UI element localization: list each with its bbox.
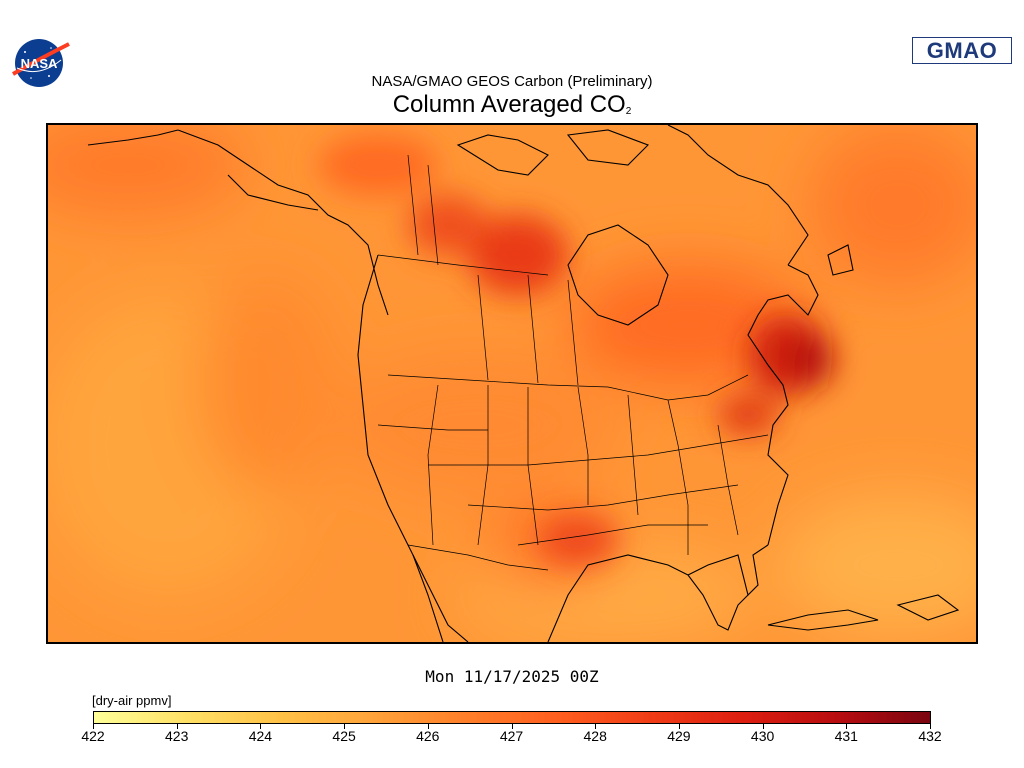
colorbar-tick-label: 431 xyxy=(834,728,858,744)
colorbar-tick xyxy=(427,724,429,729)
colorbar-tick xyxy=(678,724,680,729)
coastlines xyxy=(87,125,960,642)
colorbar-tick xyxy=(511,724,513,729)
nasa-logo: NASA xyxy=(11,38,71,88)
colorbar-tick-label: 432 xyxy=(918,728,942,744)
colorbar-tick-label: 429 xyxy=(667,728,691,744)
co2-field-hotspots xyxy=(318,135,833,565)
colorbar-tick xyxy=(595,724,597,729)
colorbar-units: [dry-air ppmv] xyxy=(92,693,172,708)
co2-field-patches xyxy=(48,125,976,642)
political-borders xyxy=(377,154,769,571)
colorbar-tick xyxy=(846,724,848,729)
valid-time: Mon 11/17/2025 00Z xyxy=(425,667,599,686)
colorbar xyxy=(93,711,931,724)
colorbar-tick-label: 423 xyxy=(165,728,189,744)
colorbar-tick xyxy=(762,724,764,729)
plot-title-subscript: 2 xyxy=(625,106,632,117)
colorbar-tick xyxy=(260,724,262,729)
plot-subtitle: NASA/GMAO GEOS Carbon (Preliminary) xyxy=(371,73,653,90)
colorbar-tick xyxy=(930,724,931,729)
co2-map xyxy=(46,123,978,644)
plot-title: Column Averaged CO2 xyxy=(0,91,1024,119)
colorbar-tick-label: 428 xyxy=(583,728,607,744)
gmao-logo: GMAO xyxy=(912,37,1012,64)
colorbar-tick-label: 426 xyxy=(416,728,440,744)
gmao-logo-text: GMAO xyxy=(926,38,998,63)
colorbar-tick-label: 427 xyxy=(499,728,524,744)
nasa-logo-text: NASA xyxy=(21,56,58,71)
co2-map-canvas xyxy=(48,125,976,642)
plot-title-text: Column Averaged CO xyxy=(392,91,626,118)
colorbar-tick xyxy=(344,724,346,729)
colorbar-tick-label: 430 xyxy=(750,728,775,744)
colorbar-tick xyxy=(176,724,178,729)
colorbar-tick-label: 422 xyxy=(81,728,105,744)
colorbar-tick xyxy=(93,724,94,729)
colorbar-tick-label: 425 xyxy=(332,728,356,744)
colorbar-tick-label: 424 xyxy=(248,728,273,744)
